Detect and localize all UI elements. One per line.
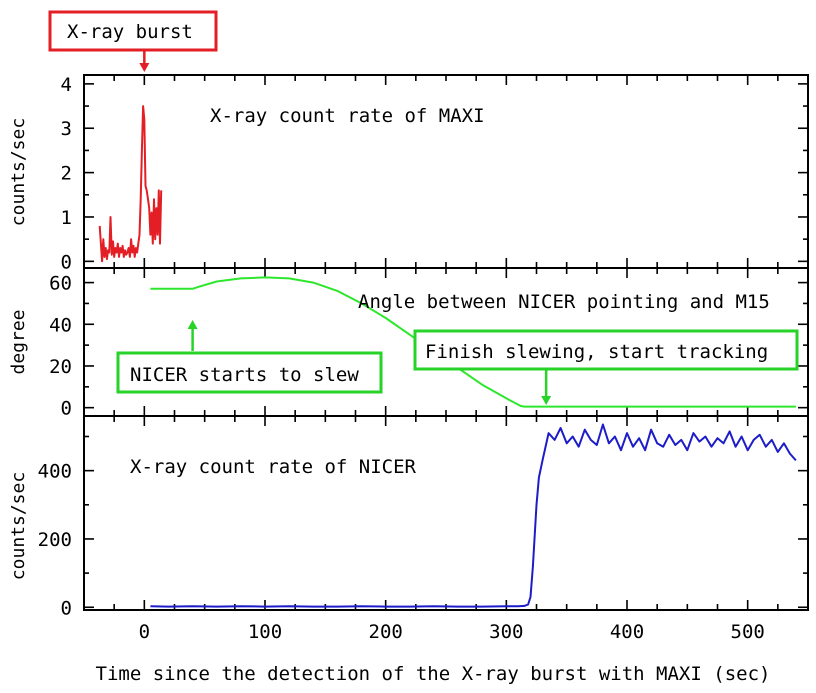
ytick-label-angle-0: 0 — [61, 398, 72, 420]
ytick-label-maxi-4: 4 — [61, 74, 72, 96]
y-axis-label-nicer: counts/sec — [8, 472, 29, 580]
series-line-maxi — [98, 105, 163, 263]
xtick-label-4: 400 — [610, 621, 644, 643]
ytick-label-nicer-1: 200 — [38, 529, 72, 551]
xtick-label-3: 300 — [489, 621, 523, 643]
callout-text-xray-burst: X-ray burst — [67, 21, 193, 43]
y-axis-label-maxi: counts/sec — [8, 118, 29, 226]
annotation-angle: Angle between NICER pointing and M15 — [358, 291, 770, 313]
ytick-label-maxi-0: 0 — [61, 251, 72, 273]
annotation-maxi: X-ray count rate of MAXI — [210, 105, 485, 127]
ytick-label-angle-2: 40 — [49, 314, 72, 336]
callout-arrowhead-starts-slew — [187, 320, 198, 329]
panel-frame-nicer — [83, 415, 809, 611]
ytick-label-maxi-2: 2 — [61, 163, 72, 185]
series — [98, 105, 797, 608]
annotation-nicer: X-ray count rate of NICER — [130, 456, 417, 478]
xtick-label-2: 200 — [369, 621, 403, 643]
xtick-label-1: 100 — [248, 621, 282, 643]
ytick-label-angle-1: 20 — [49, 356, 72, 378]
callout-box-starts-slew — [116, 351, 383, 394]
y-axis-label-angle: degree — [8, 309, 29, 374]
ytick-label-maxi-3: 3 — [61, 118, 72, 140]
series-line-angle — [150, 276, 796, 408]
xtick-label-0: 0 — [139, 621, 150, 643]
callout-text-finish-slewing: Finish slewing, start tracking — [425, 341, 768, 363]
x-axis-label: Time since the detection of the X-ray bu… — [96, 663, 771, 685]
series-line-nicer — [150, 423, 797, 608]
xtick-label-5: 500 — [731, 621, 765, 643]
ytick-label-nicer-0: 0 — [61, 597, 72, 619]
ytick-label-maxi-1: 1 — [61, 207, 72, 229]
ytick-label-nicer-2: 400 — [38, 461, 72, 483]
callout-box-xray-burst — [48, 10, 218, 52]
callout-arrowhead-finish-slewing — [541, 396, 552, 405]
ytick-label-angle-3: 60 — [49, 273, 72, 295]
callout-arrowhead-xray-burst — [139, 63, 150, 72]
panel-frame-maxi — [83, 74, 809, 269]
callout-text-starts-slew: NICER starts to slew — [130, 364, 359, 386]
callout-box-finish-slewing — [413, 329, 799, 371]
